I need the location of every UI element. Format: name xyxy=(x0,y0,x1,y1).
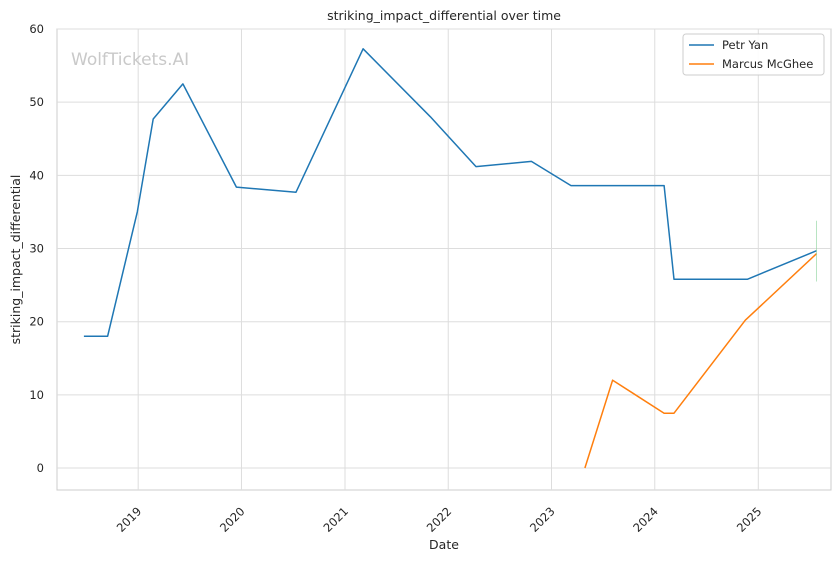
watermark: WolfTickets.AI xyxy=(71,50,189,70)
legend-label-1: Marcus McGhee xyxy=(722,57,813,71)
y-tick-label: 20 xyxy=(29,315,44,329)
y-tick-label: 30 xyxy=(29,242,44,256)
y-tick-label: 0 xyxy=(37,461,44,475)
legend-box xyxy=(682,33,825,76)
y-tick-label: 60 xyxy=(29,22,44,36)
legend-label-0: Petr Yan xyxy=(722,38,768,52)
y-tick-label: 10 xyxy=(29,388,44,402)
y-tick-label: 40 xyxy=(29,168,44,182)
plot-area xyxy=(56,28,832,491)
grid xyxy=(57,28,831,490)
chart-title: striking_impact_differential over time xyxy=(327,8,561,23)
series-layer xyxy=(83,48,818,469)
legend: Petr Yan Marcus McGhee xyxy=(682,33,825,76)
series-line-1 xyxy=(584,253,818,469)
series-line-0 xyxy=(83,48,817,338)
x-axis-label: Date xyxy=(429,537,459,552)
y-tick-label: 50 xyxy=(29,95,44,109)
y-axis-label: striking_impact_differential xyxy=(8,175,23,345)
